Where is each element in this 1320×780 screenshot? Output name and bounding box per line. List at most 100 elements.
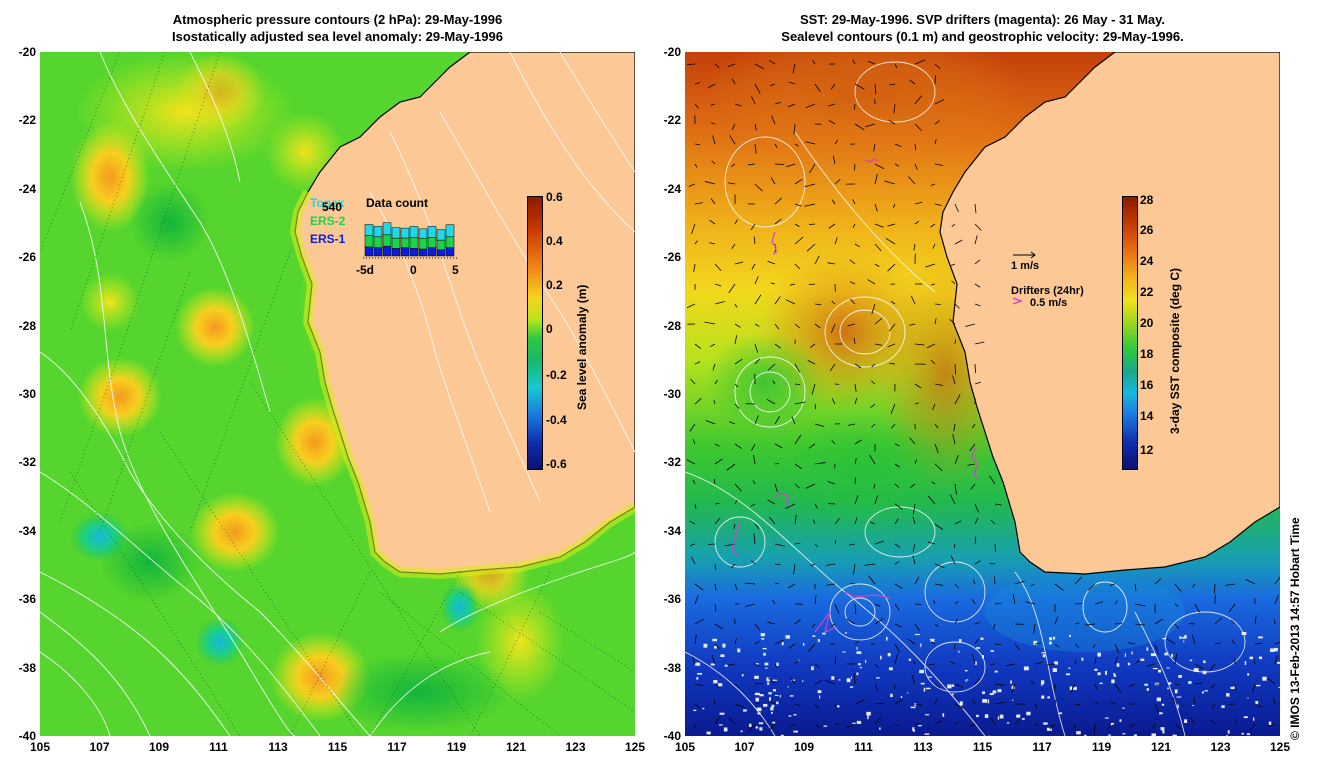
data-count-bar-1-2 [373,226,383,238]
right-xtick-3: 111 [854,740,873,754]
data-count-bar-8-0 [436,249,446,257]
right-xtick-4: 113 [913,740,933,754]
sst-map [685,52,1280,736]
data-count-bar-0-1 [364,235,374,248]
left-ytick-10: -40 [18,729,36,743]
velocity-scale-label: 1 m/s [1011,260,1040,272]
right-xtick-7: 119 [1091,740,1112,754]
right-title-line1: SST: 29-May-1996. SVP drifters (magenta)… [799,12,1166,27]
right-ytick-6: -32 [663,455,681,470]
right-xtick-10: 125 [1269,740,1291,754]
left-colorbar-label: Sea level anomaly (m) [575,284,589,410]
data-count-bar-4-0 [400,247,410,257]
data-count-bar-9-2 [445,224,455,238]
left-xtick-3: 111 [209,740,228,754]
right-cbar-tick-6: 16 [1140,378,1154,392]
drifter-scale-arrow [1012,297,1023,305]
right-colorbar [1122,196,1138,470]
right-xtick-8: 121 [1150,740,1172,754]
data-count-bar-9-0 [445,247,455,257]
right-ytick-3: -26 [663,250,681,265]
right-ytick-2: -24 [663,181,681,196]
left-ytick-5: -30 [18,387,36,401]
legend-count: 540 [322,200,343,214]
right-ytick-10: -40 [663,729,681,743]
data-count-bar-6-2 [418,228,428,239]
right-colorbar-label: 3-day SST composite (deg C) [1168,267,1182,434]
left-xtick-8: 121 [505,740,527,754]
right-xtick-1: 107 [734,740,755,754]
left-xtick-5: 115 [327,740,348,754]
data-count-bar-5-0 [409,248,419,257]
right-title-line2: Sealevel contours (0.1 m) and geostrophi… [781,29,1184,44]
data-count-bar-5-2 [409,226,419,238]
right-xtick-2: 109 [793,740,815,754]
data-count-bar-1-0 [373,247,383,257]
right-ytick-1: -22 [663,113,681,128]
left-xtick-7: 119 [446,740,467,754]
data-count-bar-5-1 [409,237,419,249]
legend-xtick-1: 0 [410,263,417,277]
left-xtick-10: 125 [624,740,646,754]
right-ytick-9: -38 [663,660,681,675]
left-xtick-2: 109 [148,740,170,754]
left-title-line2: Isostatically adjusted sea level anomaly… [172,29,503,44]
right-cbar-tick-3: 22 [1140,285,1154,299]
left-cbar-tick-1: 0.4 [546,234,563,248]
right-ytick-4: -28 [663,318,681,333]
data-count-bar-7-2 [427,226,437,238]
right-cbar-tick-8: 12 [1140,443,1154,457]
left-ytick-2: -24 [18,181,36,196]
left-ytick-6: -32 [18,455,36,470]
data-count-bar-2-2 [382,222,392,236]
right-ytick-5: -30 [663,387,681,401]
left-ytick-7: -34 [18,523,36,538]
data-count-bar-8-1 [436,239,446,250]
left-cbar-tick-4: -0.2 [546,368,567,382]
data-count-bar-4-2 [400,227,410,239]
data-count-bar-3-0 [391,248,401,257]
right-cbar-tick-0: 28 [1140,193,1154,207]
data-count-bar-8-2 [436,229,446,241]
legend-xtick-2: 5 [452,263,459,277]
left-ytick-4: -28 [18,318,36,333]
left-cbar-tick-2: 0.2 [546,278,563,292]
legend-ers2: ERS-2 [310,214,346,228]
data-count-bar-7-0 [427,247,437,257]
right-cbar-tick-1: 26 [1140,223,1154,237]
right-map-panel [685,52,1280,736]
right-ytick-0: -20 [663,45,681,59]
left-xtick-4: 113 [268,740,288,754]
drifters-scale-label: 0.5 m/s [1030,297,1068,309]
left-ytick-8: -36 [18,592,36,607]
left-cbar-tick-5: -0.4 [546,413,567,427]
left-ytick-3: -26 [18,250,36,265]
data-count-bar-0-2 [364,224,374,236]
right-cbar-tick-5: 18 [1140,347,1154,361]
sea-level-anomaly-map [40,52,635,736]
australia-landmass-sst [939,52,1280,575]
data-count-bar-9-1 [445,236,455,248]
left-xtick-6: 117 [387,740,407,754]
left-cbar-tick-3: 0 [546,322,553,336]
right-cbar-tick-7: 14 [1140,409,1154,423]
drifter-tracks [731,158,979,634]
left-xtick-1: 107 [89,740,110,754]
right-cbar-tick-4: 20 [1140,316,1154,330]
right-xtick-6: 117 [1032,740,1052,754]
right-xtick-9: 123 [1210,740,1231,754]
right-ytick-8: -36 [663,592,681,607]
drifters-label: Drifters (24hr) [1011,285,1084,297]
data-count-legend [363,222,457,259]
legend-topex: Topex [310,196,345,210]
right-cbar-tick-2: 24 [1140,254,1154,268]
data-count-bar-1-1 [373,236,383,248]
left-xtick-0: 105 [29,740,51,754]
right-xtick-0: 105 [674,740,696,754]
left-title-line1: Atmospheric pressure contours (2 hPa): 2… [172,12,503,27]
legend-ers1: ERS-1 [310,232,346,246]
left-xtick-9: 123 [565,740,586,754]
left-cbar-tick-6: -0.6 [546,457,567,471]
left-map-panel [40,52,635,736]
data-count-bar-6-0 [418,248,428,257]
